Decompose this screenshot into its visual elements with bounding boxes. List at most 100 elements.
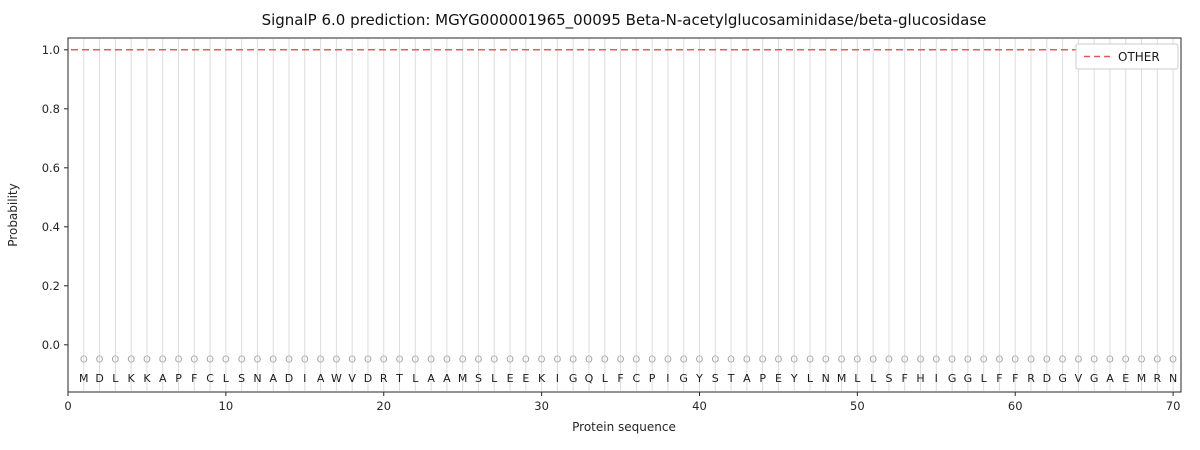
residue-letter: Y [695, 372, 703, 385]
y-axis-label: Probability [6, 183, 20, 246]
residue-letter: E [507, 372, 514, 385]
residue-letter: S [475, 372, 482, 385]
residue-marker: O [285, 355, 293, 366]
residue-marker: O [459, 355, 467, 366]
residue-marker: O [806, 355, 814, 366]
residue-letter: F [617, 372, 623, 385]
ticks: 0 10 20 30 40 50 60 70 0.0 0.2 0.4 0.6 0.8 1.0 [42, 43, 1181, 413]
legend-label: OTHER [1118, 50, 1160, 64]
residue-letter: Q [585, 372, 594, 385]
residue-letter: K [538, 372, 546, 385]
residue-marker: O [948, 355, 956, 366]
residue-letter: G [948, 372, 957, 385]
residue-marker: O [1027, 355, 1035, 366]
residue-marker: O [475, 355, 483, 366]
residue-letter: A [1106, 372, 1114, 385]
residue-letter: H [916, 372, 924, 385]
residue-letter: I [666, 372, 669, 385]
residue-marker: O [1074, 355, 1082, 366]
residue-letter: S [238, 372, 245, 385]
legend: OTHER [1075, 43, 1179, 70]
residue-letter: Y [790, 372, 798, 385]
y-tick-label: 0.6 [42, 161, 60, 175]
x-tick-label: 40 [692, 399, 707, 413]
residue-letter: D [285, 372, 293, 385]
residue-marker: O [648, 355, 656, 366]
chart-title: SignalP 6.0 prediction: MGYG000001965_00… [262, 11, 987, 30]
residue-marker: O [696, 355, 704, 366]
residue-marker: O [238, 355, 246, 366]
residue-marker: O [127, 355, 135, 366]
residue-letter: L [807, 372, 814, 385]
residue-marker: O [332, 355, 340, 366]
residue-marker: O [632, 355, 640, 366]
x-tick-label: 0 [64, 399, 71, 413]
residue-letter: G [964, 372, 973, 385]
residue-letter: I [556, 372, 559, 385]
residue-marker: O [743, 355, 751, 366]
residue-marker: O [143, 355, 151, 366]
residue-letter: L [412, 372, 419, 385]
residue-letter: M [1137, 372, 1147, 385]
frame [67, 37, 1182, 393]
residue-marker: O [727, 355, 735, 366]
residue-marker: O [680, 355, 688, 366]
residue-letter: K [128, 372, 136, 385]
residue-letter: N [253, 372, 261, 385]
residue-letter: L [491, 372, 498, 385]
residue-letter: T [395, 372, 403, 385]
residue-marker: O [1043, 355, 1051, 366]
residue-letter: R [380, 372, 388, 385]
y-tick-label: 0.4 [42, 220, 60, 234]
residue-letter: G [569, 372, 578, 385]
residue-letter: M [458, 372, 468, 385]
residue-letter: L [854, 372, 861, 385]
residue-letter: F [1012, 372, 1018, 385]
residue-marker: O [427, 355, 435, 366]
residue-marker: O [790, 355, 798, 366]
x-axis-label: Protein sequence [572, 420, 676, 434]
residue-letter: T [727, 372, 735, 385]
residue-marker: O [885, 355, 893, 366]
residue-marker: O [664, 355, 672, 366]
x-tick-label: 50 [850, 399, 865, 413]
axes-frame [67, 37, 1182, 393]
residue-letter: L [223, 372, 230, 385]
legend-box [1075, 43, 1179, 70]
residue-letter: G [1058, 372, 1067, 385]
residue-letter: A [743, 372, 751, 385]
residue-letter: E [1122, 372, 1129, 385]
residue-marker: O [317, 355, 325, 366]
residue-marker: O [1153, 355, 1161, 366]
residue-marker: O [80, 355, 88, 366]
residue-marker: O [1122, 355, 1130, 366]
residue-marker: O [1059, 355, 1067, 366]
residue-letter: M [79, 372, 89, 385]
residue-marker: O [1011, 355, 1019, 366]
residue-marker: O [254, 355, 262, 366]
residue-marker: O [601, 355, 609, 366]
residue-marker: O [869, 355, 877, 366]
y-tick-label: 0.2 [42, 279, 60, 293]
x-tick-label: 20 [376, 399, 391, 413]
residue-marker: O [190, 355, 198, 366]
residue-marker: O [206, 355, 214, 366]
x-tick-label: 10 [219, 399, 234, 413]
residue-letter: S [712, 372, 719, 385]
residue-letter: D [1043, 372, 1051, 385]
residue-letter: K [143, 372, 151, 385]
residue-letter: G [679, 372, 688, 385]
residue-letter: V [348, 372, 356, 385]
residue-letter: P [759, 372, 766, 385]
residue-marker: O [569, 355, 577, 366]
residue-letter: P [175, 372, 182, 385]
residue-marker: O [838, 355, 846, 366]
residue-marker: O [269, 355, 277, 366]
residue-marker: O [585, 355, 593, 366]
residue-letter: M [837, 372, 847, 385]
residue-letter: N [1169, 372, 1177, 385]
residue-marker: O [964, 355, 972, 366]
residue-marker: O [1169, 355, 1177, 366]
residue-letter: S [885, 372, 892, 385]
